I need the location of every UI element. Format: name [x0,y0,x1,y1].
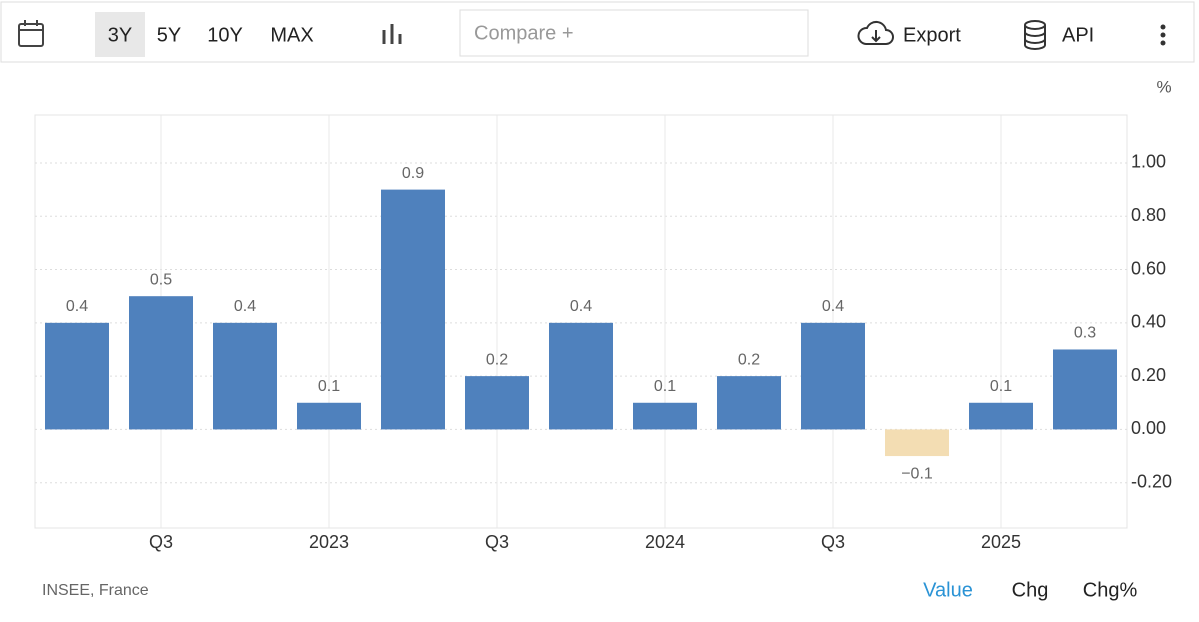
y-tick-label: -0.20 [1131,471,1172,491]
menu-icon[interactable] [1160,24,1166,46]
view-button[interactable]: Value [923,579,973,601]
value-label: 0.4 [822,298,844,315]
x-tick-label: Q3 [485,532,509,552]
bar [969,402,1033,430]
y-tick-label: 0.20 [1131,365,1166,385]
bar [297,402,361,430]
value-label: 0.1 [654,378,676,395]
api-button[interactable]: API [1062,24,1094,46]
range-button[interactable]: MAX [270,24,313,46]
value-label: 0.4 [234,298,256,315]
y-tick-label: 0.00 [1131,418,1166,438]
bar [717,376,781,430]
x-tick-label: 2024 [645,532,685,552]
value-label: 0.3 [1074,325,1096,342]
bar [465,376,529,430]
value-label: 0.4 [570,298,592,315]
range-button[interactable]: 5Y [157,24,181,46]
bar [801,322,865,430]
range-button[interactable]: 10Y [207,24,243,46]
plot-frame [34,114,1128,529]
x-tick-label: 2023 [309,532,349,552]
x-tick-label: 2025 [981,532,1021,552]
value-label: 0.1 [990,378,1012,395]
x-tick-label: Q3 [821,532,845,552]
bar [129,296,193,430]
y-tick-label: 1.00 [1131,152,1166,172]
compare-input[interactable] [459,9,809,57]
y-tick-label: 0.60 [1131,258,1166,278]
value-label: 0.2 [738,351,760,368]
view-button[interactable]: Chg [1012,579,1049,601]
bar [1053,349,1117,430]
value-label: 0.5 [150,271,172,288]
unit-label: % [1156,77,1171,96]
calendar-icon[interactable] [18,20,44,47]
value-label: 0.1 [318,378,340,395]
bar [549,322,613,430]
bar [633,402,697,430]
range-selected [95,12,145,57]
bar [381,189,445,430]
compare-placeholder: Compare + [474,22,574,44]
view-button[interactable]: Chg% [1083,579,1138,601]
source: INSEE, France [42,582,149,599]
export-icon[interactable] [857,20,894,45]
y-tick-label: 0.40 [1131,312,1166,332]
y-tick-label: 0.80 [1131,205,1166,225]
export-button[interactable]: Export [903,24,961,46]
value-label: 0.4 [66,298,88,315]
range-button[interactable]: 3Y [108,24,132,46]
api-icon[interactable] [1024,20,1046,50]
chart-type-icon[interactable] [382,24,402,44]
bar [213,322,277,430]
bar [885,429,949,457]
bar [45,322,109,430]
x-tick-label: Q3 [149,532,173,552]
value-label: 0.9 [402,165,424,182]
value-label: 0.2 [486,351,508,368]
value-label: −0.1 [901,465,933,482]
